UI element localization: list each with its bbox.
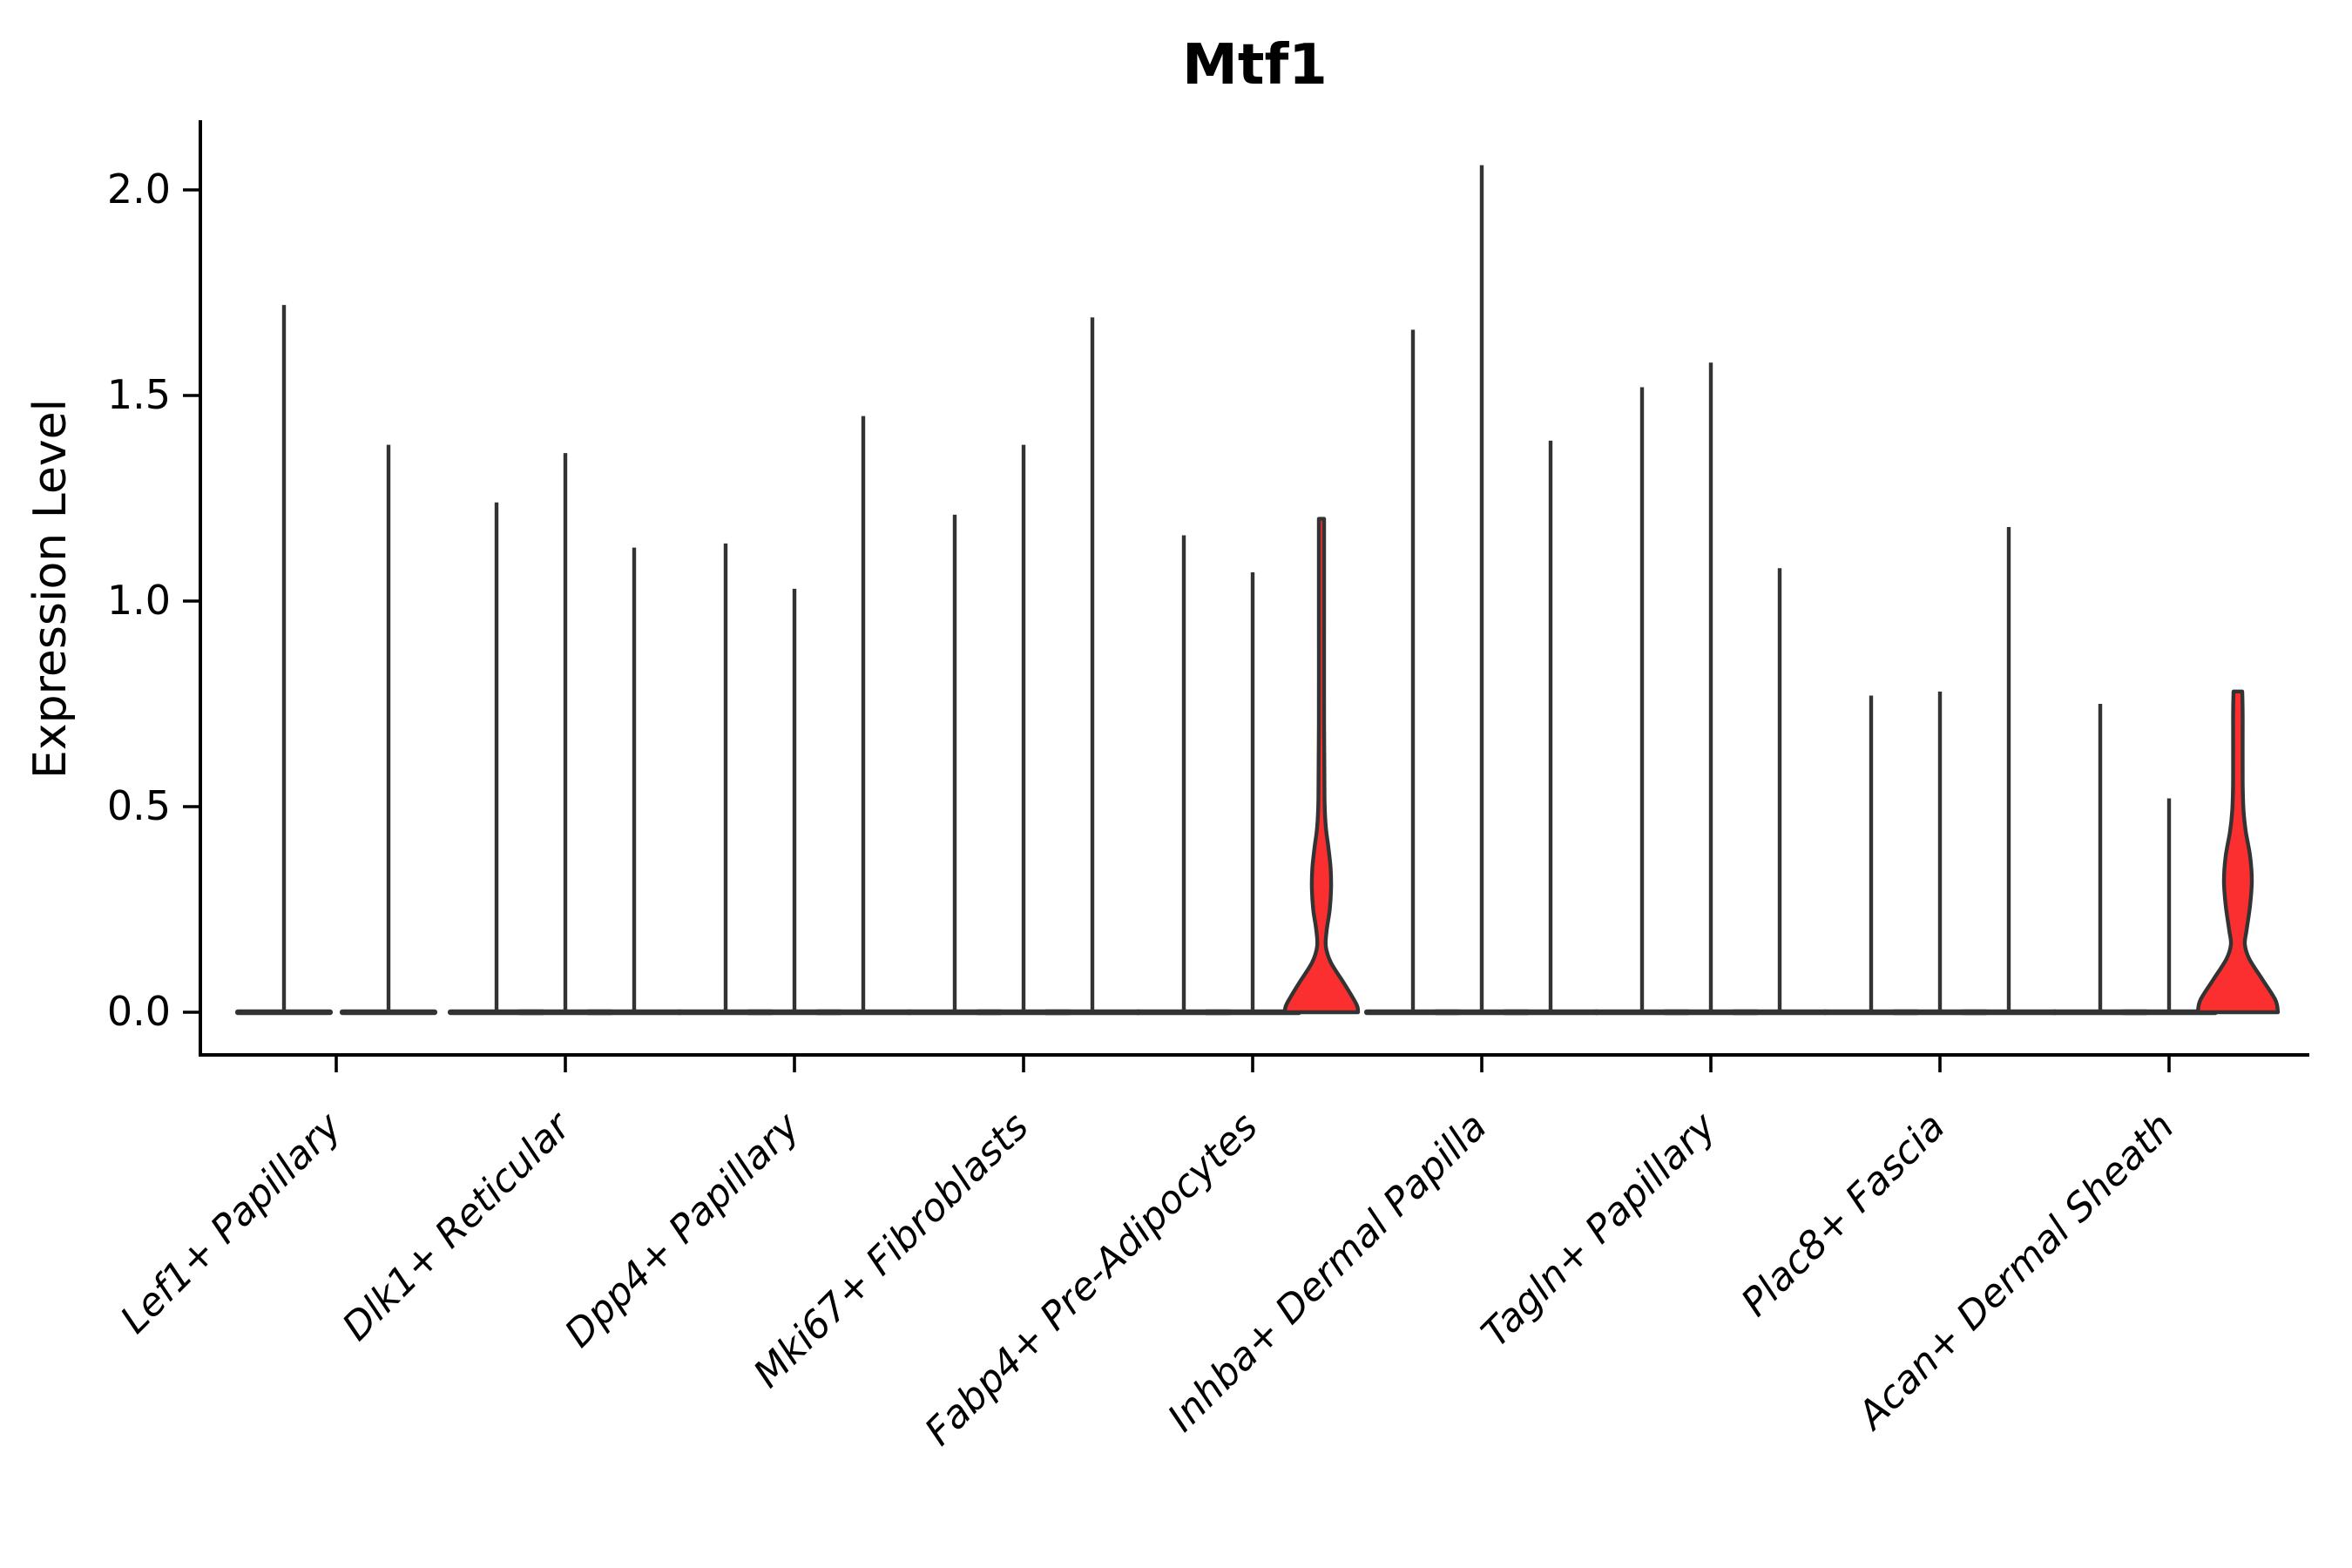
y-tick-label: 1.0	[107, 577, 171, 624]
x-tick-label: Dpp4+ Papillary	[557, 1104, 809, 1356]
y-tick-label: 1.5	[107, 371, 171, 418]
x-tick-label: Plac8+ Fascia	[1733, 1105, 1953, 1325]
violin-filled	[2195, 689, 2281, 1015]
x-tick-label: Lef1+ Papillary	[112, 1104, 351, 1342]
y-tick-label: 0.5	[107, 782, 171, 829]
chart-title: Mtf1	[1182, 33, 1328, 98]
violin-filled	[1282, 517, 1361, 1015]
x-tick-label: Tagln+ Papillary	[1473, 1104, 1725, 1355]
x-tick-label: Dlk1+ Reticular	[334, 1103, 580, 1349]
y-tick-label: 0.0	[107, 988, 171, 1035]
y-tick-label: 2.0	[107, 166, 171, 213]
